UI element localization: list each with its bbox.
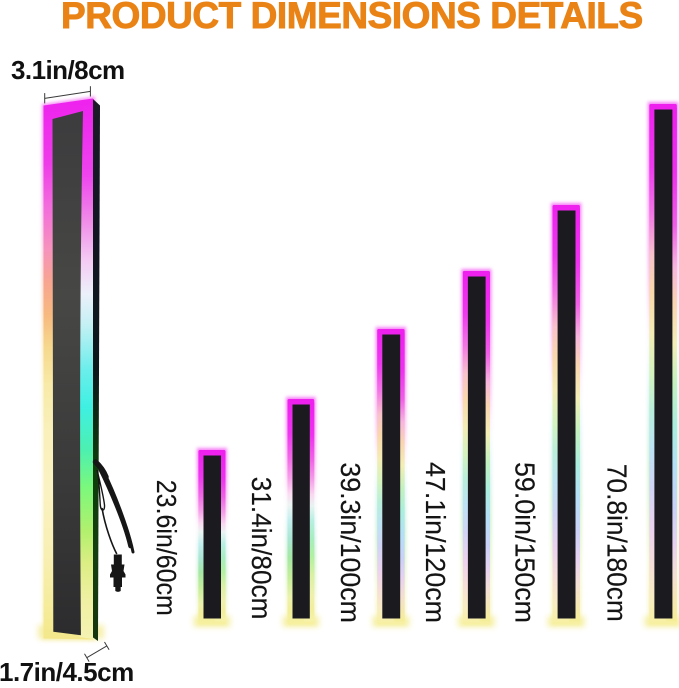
svg-text:70.8in/180cm: 70.8in/180cm (602, 464, 633, 622)
svg-text:31.4in/80cm: 31.4in/80cm (246, 477, 277, 620)
svg-text:47.1in/120cm: 47.1in/120cm (420, 462, 451, 623)
svg-text:39.3in/100cm: 39.3in/100cm (335, 462, 366, 623)
svg-text:59.0in/150cm: 59.0in/150cm (510, 462, 541, 623)
svg-text:23.6in/60cm: 23.6in/60cm (151, 480, 182, 616)
